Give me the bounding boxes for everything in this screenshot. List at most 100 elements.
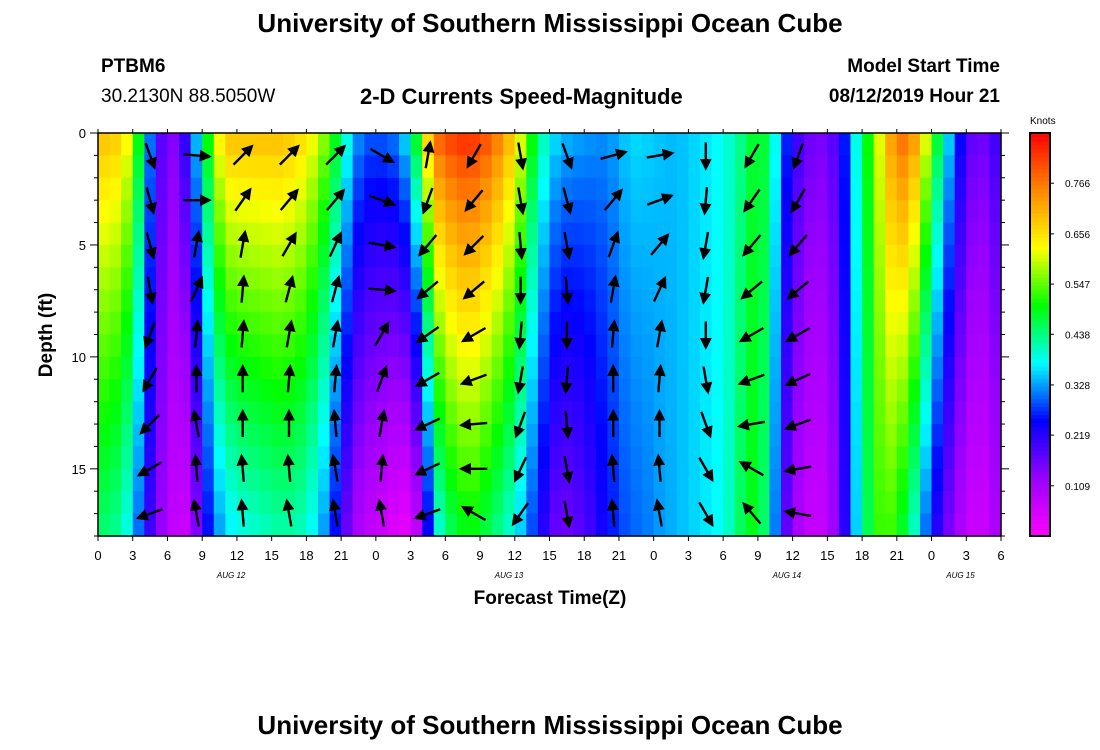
heatmap-cell (804, 491, 817, 515)
heatmap-cell (445, 334, 458, 358)
heatmap-cell (757, 312, 771, 336)
heatmap-cell (885, 289, 898, 313)
heatmap-cell (618, 177, 632, 201)
heatmap-cell (248, 222, 261, 246)
heatmap-cell (445, 289, 458, 313)
heatmap-cell (850, 401, 863, 425)
heatmap-cell (364, 491, 377, 515)
heatmap-cell (179, 289, 192, 313)
current-arrow (144, 142, 157, 170)
heatmap-cell (966, 424, 979, 448)
heatmap-cell (352, 222, 365, 246)
heatmap-cell (109, 133, 122, 156)
heatmap-cell (838, 401, 852, 425)
heatmap-cell (572, 424, 585, 448)
heatmap-cell (954, 424, 967, 448)
heatmap-cell (815, 334, 828, 358)
heatmap-cell (260, 155, 273, 179)
heatmap-cell (179, 401, 192, 425)
current-arrow (236, 453, 249, 482)
heatmap-cell (225, 222, 238, 246)
heatmap-cell (919, 356, 933, 380)
heatmap-cell (931, 133, 944, 156)
heatmap-cell (688, 267, 701, 291)
heatmap-cell (919, 244, 933, 268)
heatmap-cell (283, 133, 296, 156)
heatmap-cell (919, 424, 933, 448)
heatmap-cell (769, 491, 782, 515)
current-arrow (190, 453, 203, 482)
current-arrow (189, 408, 202, 438)
heatmap-cell (943, 177, 956, 201)
heatmap-cell (723, 244, 736, 268)
colorbar-strip (1030, 137, 1050, 142)
heatmap-cell (387, 177, 400, 201)
heatmap-cell (827, 356, 840, 380)
heatmap-cell (584, 155, 597, 179)
heatmap-cell (838, 379, 852, 403)
current-arrow (414, 371, 440, 388)
current-arrow (375, 453, 388, 482)
heatmap-cell (468, 379, 481, 403)
heatmap-cell (873, 334, 886, 358)
heatmap-cell (445, 356, 458, 380)
heatmap-cell (850, 200, 863, 224)
colorbar-strip (1030, 515, 1050, 521)
heatmap-cell (399, 289, 412, 313)
heatmap-cell (885, 244, 898, 268)
heatmap-cell (491, 513, 504, 537)
heatmap-cell (804, 446, 817, 470)
heatmap-cell (445, 222, 458, 246)
colorbar-strip (1030, 342, 1050, 348)
colorbar-strip (1030, 531, 1050, 537)
heatmap-cell (653, 289, 666, 313)
heatmap-cell (665, 200, 678, 224)
x-tick-label: 12 (785, 548, 799, 563)
heatmap-cell (584, 200, 597, 224)
colorbar-strip (1030, 322, 1050, 328)
heatmap-cell (653, 155, 666, 179)
heatmap-cell (885, 491, 898, 515)
heatmap-cell (109, 491, 122, 515)
heatmap-cell (896, 177, 909, 201)
heatmap-cell (908, 334, 921, 358)
heatmap-cell (155, 267, 169, 291)
heatmap-cell (943, 446, 956, 470)
heatmap-cell (977, 513, 991, 537)
x-tick-label: 12 (230, 548, 244, 563)
heatmap-cell (503, 155, 516, 179)
heatmap-cell (977, 222, 991, 246)
heatmap-cell (537, 334, 551, 358)
heatmap-cell (329, 513, 342, 537)
heatmap-cell (746, 267, 759, 291)
heatmap-cell (121, 244, 134, 268)
heatmap-cell (537, 424, 551, 448)
heatmap-cell (526, 379, 539, 403)
heatmap-cell (850, 513, 863, 537)
heatmap-cell (919, 222, 933, 246)
colorbar-strip (1030, 398, 1050, 404)
heatmap-cell (885, 155, 898, 179)
heatmap-cell (283, 379, 296, 403)
heatmap-cell (537, 200, 551, 224)
heatmap-cell (144, 222, 157, 246)
heatmap-cell (873, 491, 886, 515)
heatmap-cell (943, 222, 956, 246)
heatmap-cell (642, 267, 655, 291)
heatmap-cell (121, 491, 134, 515)
heatmap-cell (271, 401, 284, 425)
heatmap-cell (630, 177, 643, 201)
heatmap-cell (144, 401, 157, 425)
heatmap-cell (665, 379, 678, 403)
heatmap-cell (352, 312, 365, 336)
heatmap-cell (352, 334, 365, 358)
colorbar-strip (1030, 475, 1050, 481)
heatmap-cell (294, 200, 307, 224)
heatmap-cell (225, 334, 238, 358)
heatmap-cell (792, 424, 805, 448)
heatmap-cell (595, 312, 608, 336)
heatmap-cell (491, 446, 504, 470)
heatmap-cell (109, 424, 122, 448)
heatmap-cell (954, 491, 967, 515)
heatmap-cell (850, 155, 863, 179)
